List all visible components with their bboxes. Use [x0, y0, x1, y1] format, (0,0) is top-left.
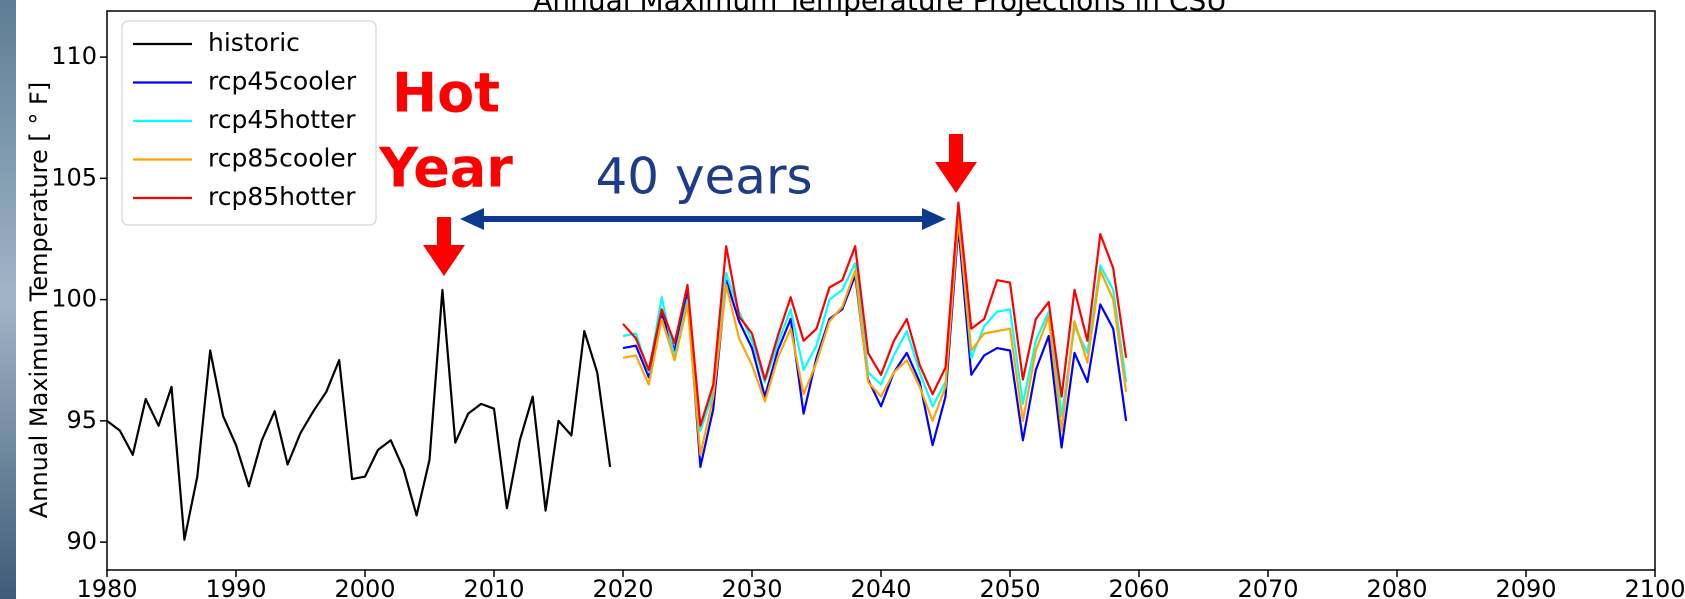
chart: Annual Maximum Temperature Projections i…: [0, 0, 1685, 599]
x-tick-label: 2000: [334, 575, 395, 599]
legend-label: historic: [208, 28, 300, 57]
x-tick-label: 2070: [1237, 575, 1298, 599]
y-tick-label: 100: [51, 285, 97, 313]
x-tick-label: 2060: [1108, 575, 1169, 599]
x-tick-label: 2090: [1495, 575, 1556, 599]
background-strip: [0, 0, 16, 599]
page: {"chart_data": {"type": "line", "title":…: [0, 0, 1685, 599]
x-tick-label: 2020: [592, 575, 653, 599]
x-tick-label: 1990: [205, 575, 266, 599]
x-tick-label: 2030: [721, 575, 782, 599]
legend-label: rcp85cooler: [208, 144, 357, 173]
legend-label: rcp45cooler: [208, 67, 357, 96]
series-line: [107, 290, 610, 540]
x-tick-label: 2100: [1624, 575, 1685, 599]
span-arrow: [460, 208, 946, 230]
y-tick-label: 105: [51, 163, 97, 191]
legend-label: rcp45hotter: [208, 105, 356, 134]
peak-arrow: [935, 134, 977, 193]
series-line: [623, 220, 1126, 455]
y-axis-label: Annual Maximum Temperature [ ° F]: [25, 82, 53, 518]
annotation-year: Year: [378, 137, 513, 200]
y-tick-label: 90: [66, 527, 97, 555]
legend-label: rcp85hotter: [208, 182, 356, 211]
x-tick-label: 2040: [850, 575, 911, 599]
y-tick-label: 110: [51, 42, 97, 70]
hot-year-arrow: [423, 217, 465, 276]
x-tick-label: 2010: [463, 575, 524, 599]
y-tick-label: 95: [66, 406, 97, 434]
x-tick-label: 1980: [76, 575, 137, 599]
annotation-hot: Hot: [392, 62, 500, 125]
x-tick-label: 2050: [979, 575, 1040, 599]
legend: historic rcp45cooler rcp45hotter rcp85coole…: [122, 21, 376, 225]
annotation-span: 40 years: [595, 148, 812, 206]
chart-title: Annual Maximum Temperature Projections i…: [533, 0, 1227, 17]
x-tick-label: 2080: [1366, 575, 1427, 599]
